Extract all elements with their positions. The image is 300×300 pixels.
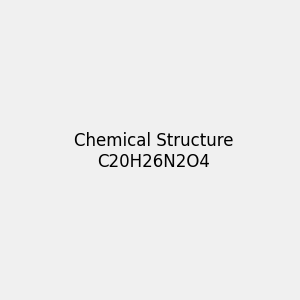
Text: Chemical Structure
C20H26N2O4: Chemical Structure C20H26N2O4 <box>74 132 233 171</box>
